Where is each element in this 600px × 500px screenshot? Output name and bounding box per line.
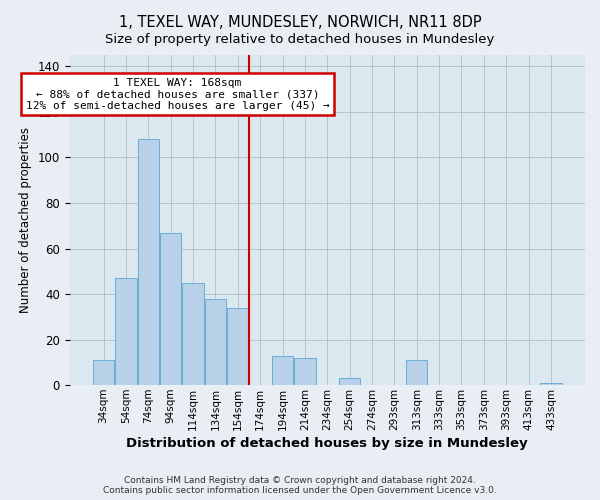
Bar — [93, 360, 114, 385]
Text: Size of property relative to detached houses in Mundesley: Size of property relative to detached ho… — [106, 32, 494, 46]
Bar — [182, 282, 204, 385]
Text: 1, TEXEL WAY, MUNDESLEY, NORWICH, NR11 8DP: 1, TEXEL WAY, MUNDESLEY, NORWICH, NR11 8… — [119, 15, 481, 30]
Bar — [406, 360, 427, 385]
Bar — [541, 383, 562, 385]
Bar — [115, 278, 137, 385]
Bar — [339, 378, 360, 385]
Y-axis label: Number of detached properties: Number of detached properties — [19, 127, 32, 313]
Bar — [138, 139, 159, 385]
Bar — [227, 308, 248, 385]
Text: 1 TEXEL WAY: 168sqm
← 88% of detached houses are smaller (337)
12% of semi-detac: 1 TEXEL WAY: 168sqm ← 88% of detached ho… — [26, 78, 329, 111]
Text: Contains HM Land Registry data © Crown copyright and database right 2024.
Contai: Contains HM Land Registry data © Crown c… — [103, 476, 497, 495]
Bar — [160, 232, 181, 385]
Bar — [205, 298, 226, 385]
Bar — [294, 358, 316, 385]
Bar — [272, 356, 293, 385]
X-axis label: Distribution of detached houses by size in Mundesley: Distribution of detached houses by size … — [127, 437, 528, 450]
